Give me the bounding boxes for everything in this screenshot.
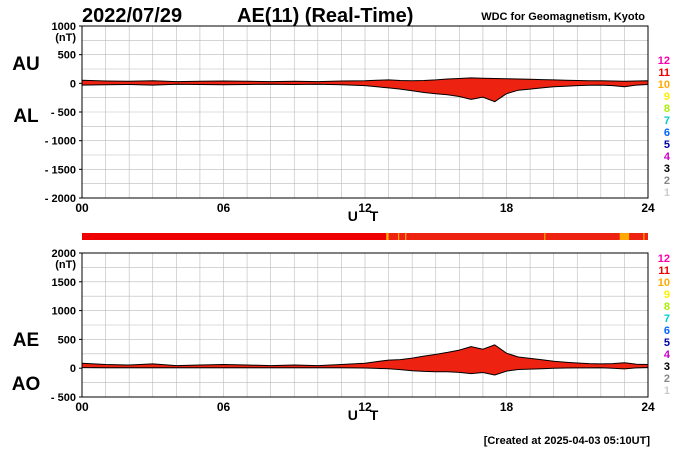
au-al-x-tick-label: 24 (641, 201, 655, 215)
ae-ao-y-tick-label: 2000 (52, 248, 76, 260)
station-count-level: 1 (664, 187, 670, 199)
station-count-level: 11 (658, 265, 670, 277)
station-count-level: 9 (664, 91, 670, 103)
al-label: AL (13, 106, 39, 127)
station-count-level: 7 (664, 313, 670, 325)
ae-ao-y-tick-label: - 500 (51, 392, 76, 404)
station-count-level: 10 (658, 277, 670, 289)
station-count-level: 12 (658, 253, 670, 265)
ae-ao-y-tick-label: 500 (58, 334, 76, 346)
ae-ao-x-axis-label: U T (348, 407, 383, 423)
au-al-y-unit: (nT) (55, 32, 76, 44)
station-count-level: 3 (664, 361, 670, 373)
ae-ao-x-tick-label: 06 (217, 400, 231, 414)
ae-ao-x-tick-label: 24 (641, 400, 655, 414)
au-al-y-tick-label: 0 (70, 78, 76, 90)
coverage-segment (643, 233, 645, 240)
station-count-level: 2 (664, 175, 670, 187)
au-al-y-tick-label: - 1500 (45, 164, 76, 176)
au-al-y-tick-label: 1000 (52, 21, 76, 33)
station-count-level: 8 (664, 103, 670, 115)
ae-ao-x-tick-labels: 00 06 12 18 24 (75, 400, 655, 414)
coverage-segment (619, 233, 630, 240)
au-al-x-tick-label: 00 (75, 201, 89, 215)
ao-label: AO (12, 374, 41, 395)
station-count-level: 6 (664, 127, 670, 139)
ae-ao-y-tick-label: 1000 (52, 306, 76, 318)
ae-ao-y-tick-label: 0 (70, 363, 76, 375)
coverage-segment (386, 233, 389, 240)
station-count-level: 6 (664, 325, 670, 337)
au-al-grid (82, 26, 648, 198)
station-count-level: 2 (664, 373, 670, 385)
au-label: AU (12, 54, 39, 75)
station-count-level: 5 (664, 337, 670, 349)
station-count-level: 4 (664, 349, 671, 361)
coverage-segment (82, 233, 387, 240)
au-al-y-tick-label: 500 (58, 50, 76, 62)
au-al-x-tick-label: 12 (358, 201, 372, 215)
station-count-level: 5 (664, 139, 670, 151)
ae-ao-x-tick-label: 00 (75, 400, 89, 414)
ae-ao-frame (81, 252, 649, 398)
au-al-panel: 1000 500 0 - 500 - 1000 - 1500 - 2000 00 06 12 18… (12, 21, 655, 224)
station-count-level: 4 (664, 151, 671, 163)
coverage-segment (544, 233, 546, 240)
ae-label: AE (13, 330, 39, 351)
au-al-x-tick-labels: 00 06 12 18 24 (75, 201, 655, 215)
plot-title: AE(11) (Real-Time) (237, 5, 413, 27)
station-count-level: 9 (664, 289, 670, 301)
ae-ao-y-tick-label: 1500 (52, 277, 76, 289)
au-al-x-axis-label: U T (348, 208, 383, 224)
station-count-level: 11 (658, 67, 670, 79)
station-count-level: 10 (658, 79, 670, 91)
station-count-level: 1 (664, 385, 670, 397)
station-count-level: 8 (664, 301, 670, 313)
ae-ao-grid (82, 253, 648, 397)
au-al-x-tick-label: 18 (500, 201, 514, 215)
plot-date: 2022/07/29 (82, 5, 182, 27)
coverage-segment (405, 233, 407, 240)
created-timestamp: [Created at 2025-04-03 05:10UT] (484, 435, 651, 447)
station-coverage-bar (82, 233, 648, 240)
au-al-y-tick-label: - 1000 (45, 136, 76, 148)
ae-ao-x-tick-label: 12 (358, 400, 372, 414)
ae-ao-y-tick-labels: 2000 1500 1000 500 0 - 500 (51, 248, 82, 404)
station-count-level: 3 (664, 163, 670, 175)
au-al-y-tick-label: - 2000 (45, 193, 76, 205)
data-source: WDC for Geomagnetism, Kyoto (481, 11, 645, 23)
au-al-y-tick-labels: 1000 500 0 - 500 - 1000 - 1500 - 2000 (45, 21, 82, 205)
station-count-level: 7 (664, 115, 670, 127)
ae-ao-x-tick-label: 18 (500, 400, 514, 414)
station-count-level: 12 (658, 55, 670, 67)
ae-ao-y-unit: (nT) (55, 259, 76, 271)
au-al-y-tick-label: - 500 (51, 107, 76, 119)
au-al-x-tick-label: 06 (217, 201, 231, 215)
coverage-segment (398, 233, 400, 240)
ae-ao-panel: 2000 1500 1000 500 0 - 500 00 06 12 18 24 (nT) AE… (12, 248, 655, 423)
